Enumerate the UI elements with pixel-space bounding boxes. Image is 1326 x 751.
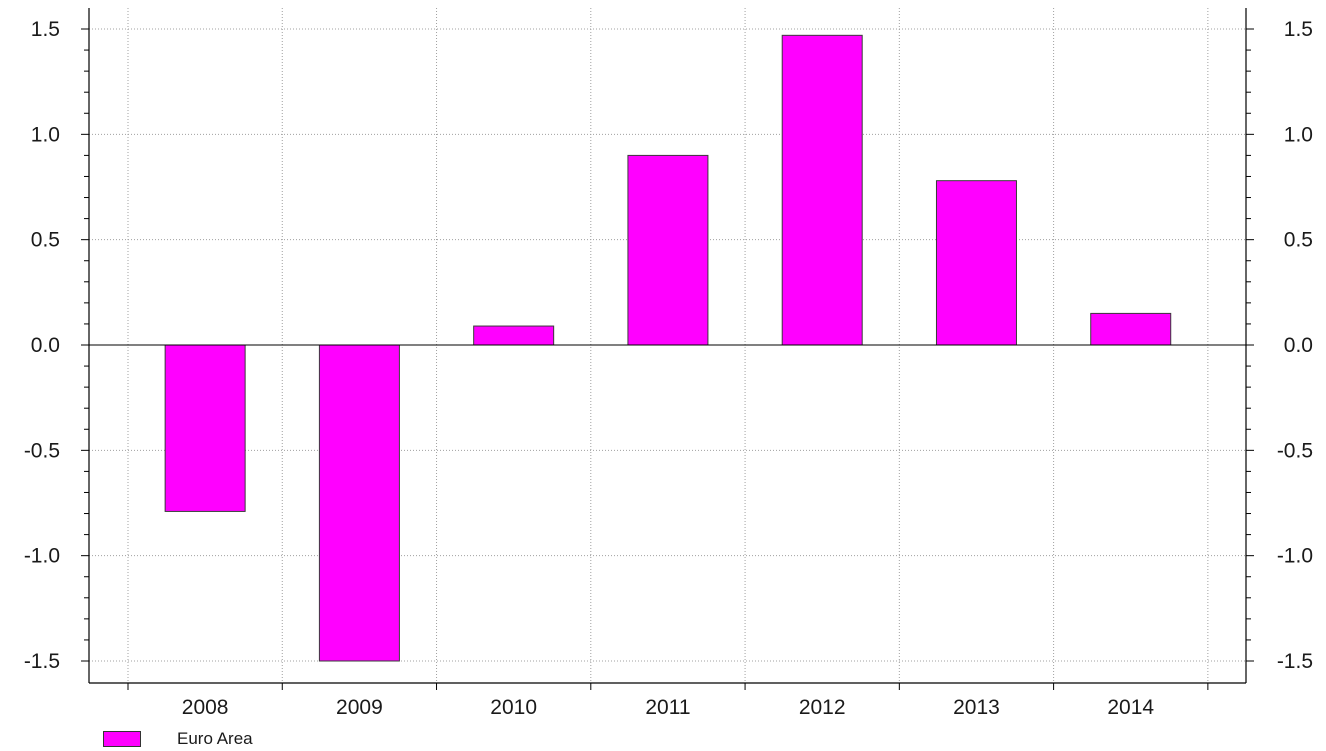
y-tick-label-right: 1.0 [1284, 123, 1313, 146]
bar-2009 [318, 344, 400, 662]
legend: Euro Area [103, 729, 253, 749]
legend-label: Euro Area [177, 729, 253, 748]
legend-swatch [103, 731, 141, 747]
y-tick-label-left: -1.5 [24, 650, 60, 673]
y-tick-label-left: 1.0 [31, 123, 60, 146]
x-tick-label-2010: 2010 [490, 696, 537, 719]
y-tick-label-right: -1.0 [1277, 545, 1313, 568]
x-tick-label-2011: 2011 [645, 696, 690, 719]
y-tick-label-left: -1.0 [24, 545, 60, 568]
x-tick-label-2008: 2008 [182, 696, 229, 719]
bar-2008 [164, 344, 246, 512]
y-tick-label-right: 1.5 [1284, 18, 1313, 41]
bars [164, 34, 1172, 662]
bar-2010 [473, 325, 555, 346]
x-tick-label-2014: 2014 [1107, 696, 1154, 719]
y-tick-label-left: 0.5 [31, 229, 60, 252]
x-tick-label-2013: 2013 [953, 696, 1000, 719]
tick-labels: 1.5 1.5 1.0 1.0 0.5 0.5 0.0 0.0 -0.5 -0.5 -1.0 -1.0… [24, 18, 1313, 719]
y-tick-label-left: -0.5 [24, 439, 60, 462]
bar-2013 [935, 180, 1017, 346]
y-tick-label-right: 0.0 [1284, 334, 1313, 357]
x-tick-label-2009: 2009 [336, 696, 383, 719]
y-tick-label-left: 0.0 [31, 334, 60, 357]
y-tick-label-right: 0.5 [1284, 229, 1313, 252]
bar-2012 [781, 34, 863, 346]
x-tick-label-2012: 2012 [799, 696, 846, 719]
bar-2014 [1090, 312, 1172, 346]
y-tick-label-right: -0.5 [1277, 439, 1313, 462]
bar-2011 [627, 154, 709, 346]
axes [81, 8, 1254, 690]
y-tick-label-left: 1.5 [31, 18, 60, 41]
y-tick-label-right: -1.5 [1277, 650, 1313, 673]
